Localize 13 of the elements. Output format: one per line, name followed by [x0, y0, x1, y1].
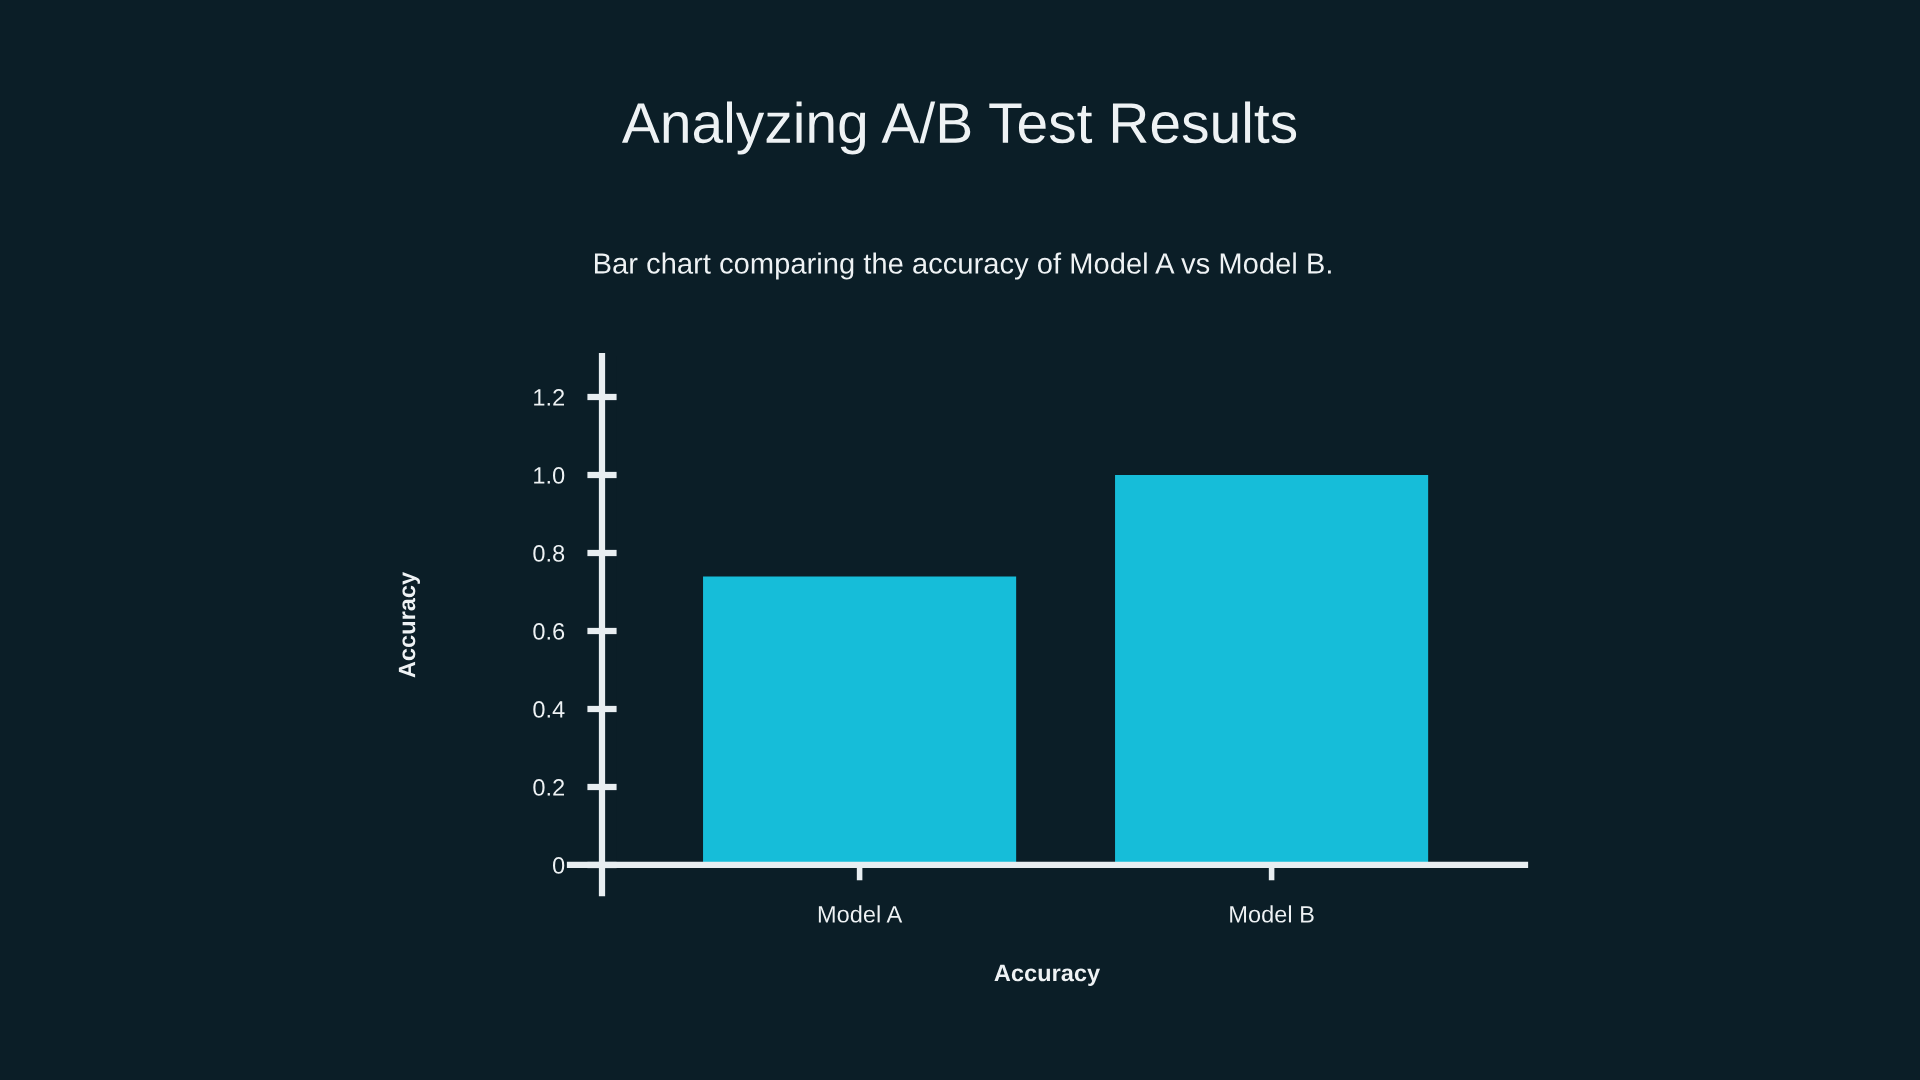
y-tick-label: 1.0 — [534, 467, 565, 484]
y-tick-label: 0.4 — [533, 701, 565, 718]
y-axis-title: Accuracy — [398, 571, 420, 678]
y-tick-label: 0.2 — [533, 779, 565, 796]
x-axis-title: Accuracy — [994, 964, 1101, 987]
x-tick-label: Model B — [1230, 905, 1314, 923]
y-tick-label: 0.8 — [533, 545, 565, 562]
y-tick-label: 0 — [552, 857, 565, 874]
chart-subtitle: Bar chart comparing the accuracy of Model A vs Model B. — [594, 252, 1331, 280]
x-tick-label: Model A — [818, 905, 903, 923]
chart-title: Analyzing A/B Test Results — [621, 101, 1297, 155]
y-tick-label: 0.6 — [533, 623, 565, 640]
y-tick-label: 1.2 — [534, 389, 565, 406]
